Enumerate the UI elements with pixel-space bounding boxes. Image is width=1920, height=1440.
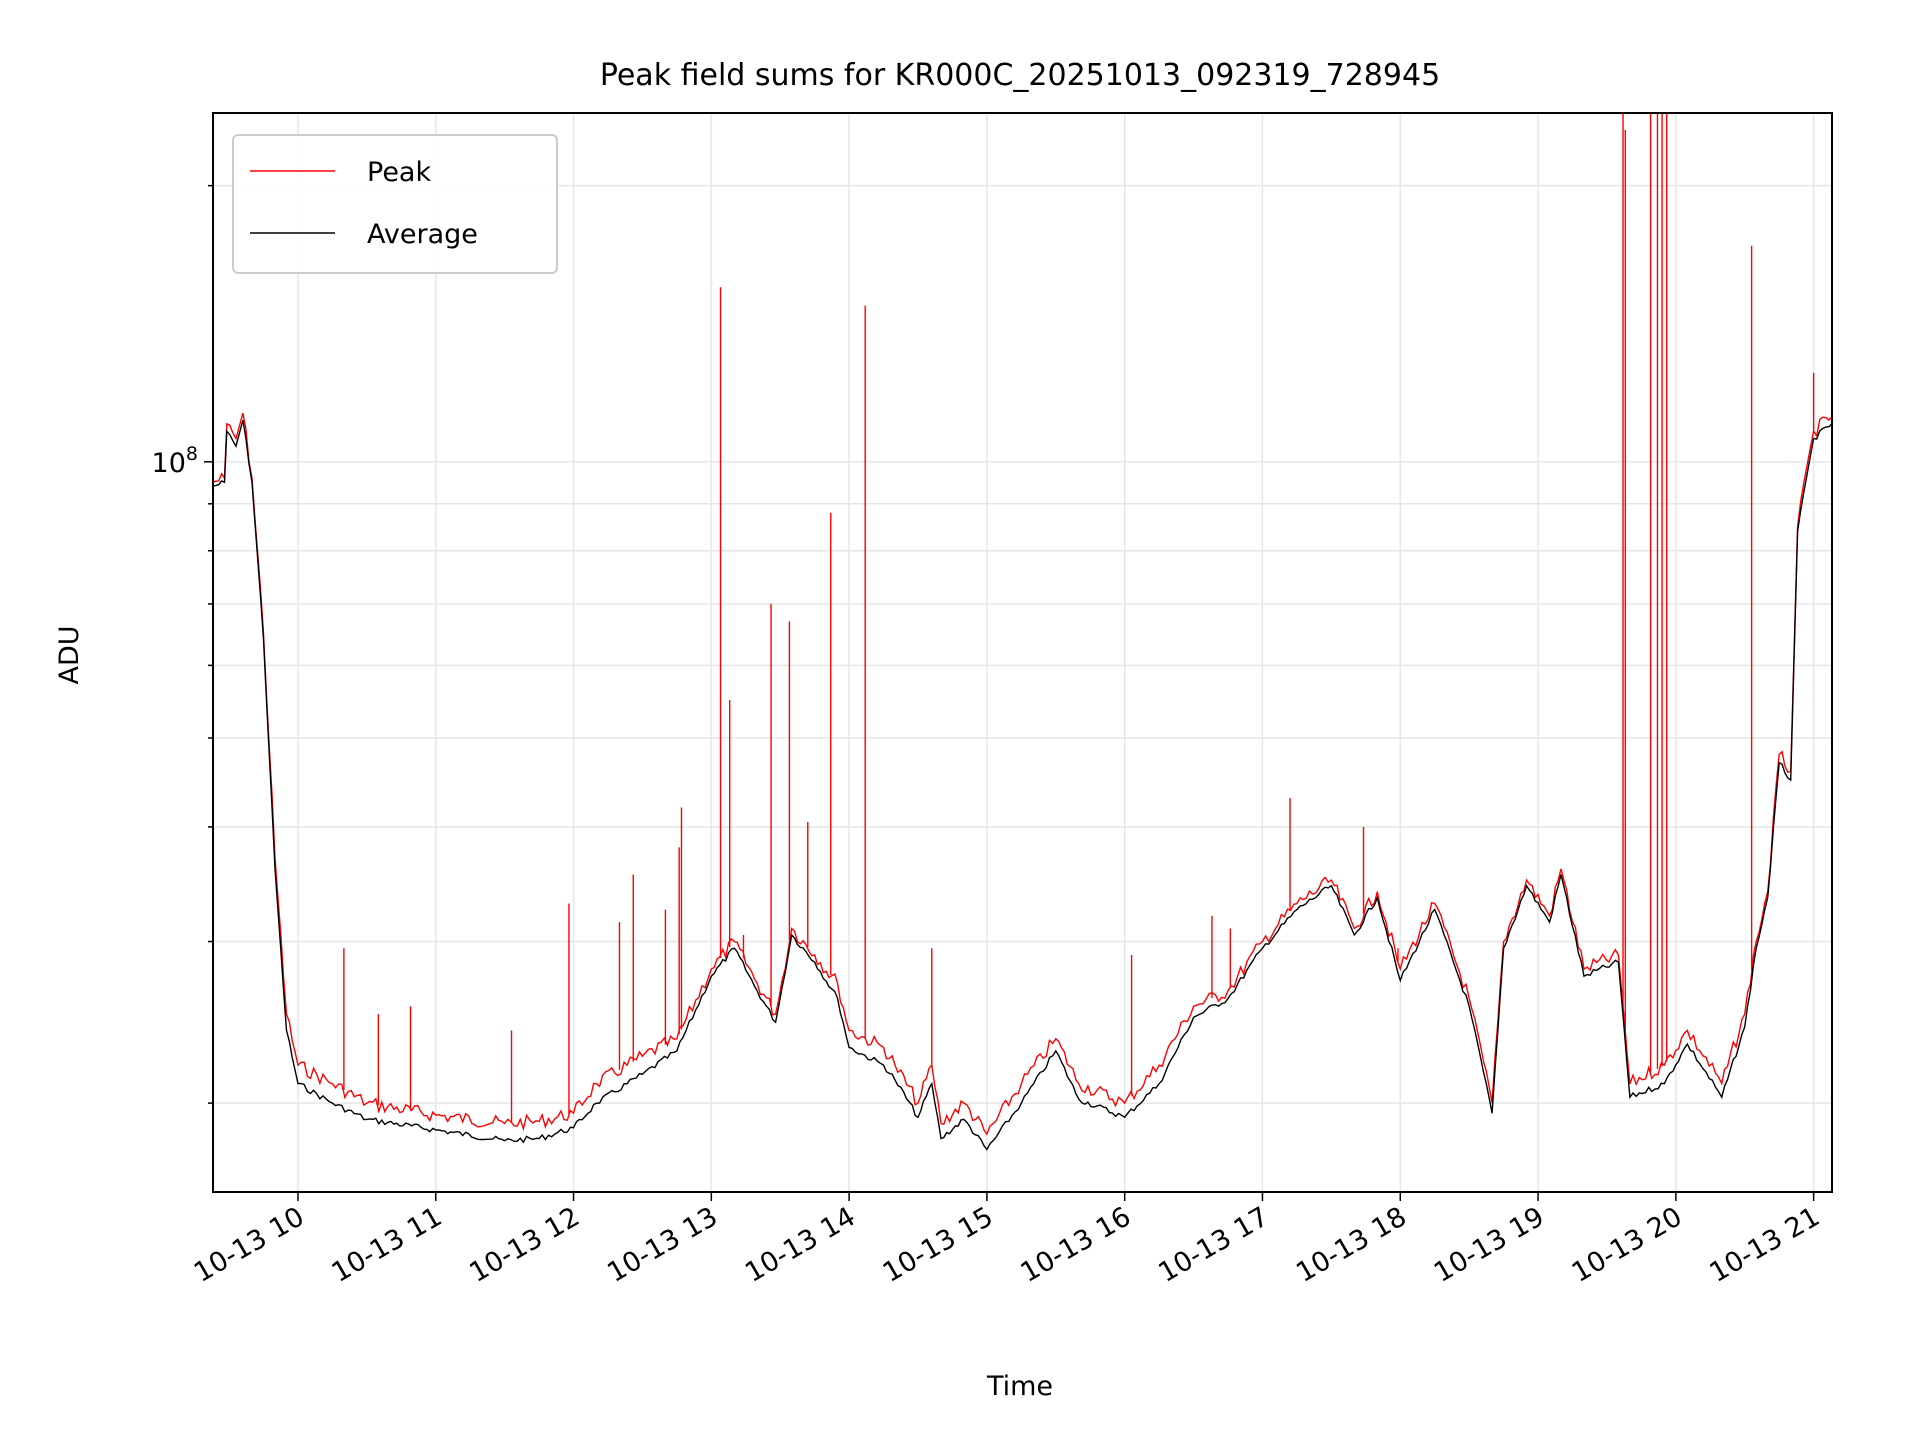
y-axis-label: ADU: [54, 625, 85, 684]
legend-box: [232, 134, 558, 274]
legend-label-average: Average: [367, 219, 478, 250]
y-axis-ticks: 108: [152, 184, 213, 1104]
legend-label-peak: Peak: [367, 157, 431, 188]
chart-title: Peak field sums for KR000C_20251013_0923…: [600, 58, 1440, 93]
y-tick-label: 108: [152, 443, 198, 479]
legend: Peak Average: [232, 134, 558, 274]
series-line-average: [213, 420, 1832, 1151]
grid: [213, 113, 1832, 1192]
series-line-peak: [213, 412, 1832, 1136]
plot-area: [213, 113, 1832, 1151]
axes-frame: [212, 112, 1833, 1193]
x-axis-label: Time: [986, 1371, 1053, 1402]
